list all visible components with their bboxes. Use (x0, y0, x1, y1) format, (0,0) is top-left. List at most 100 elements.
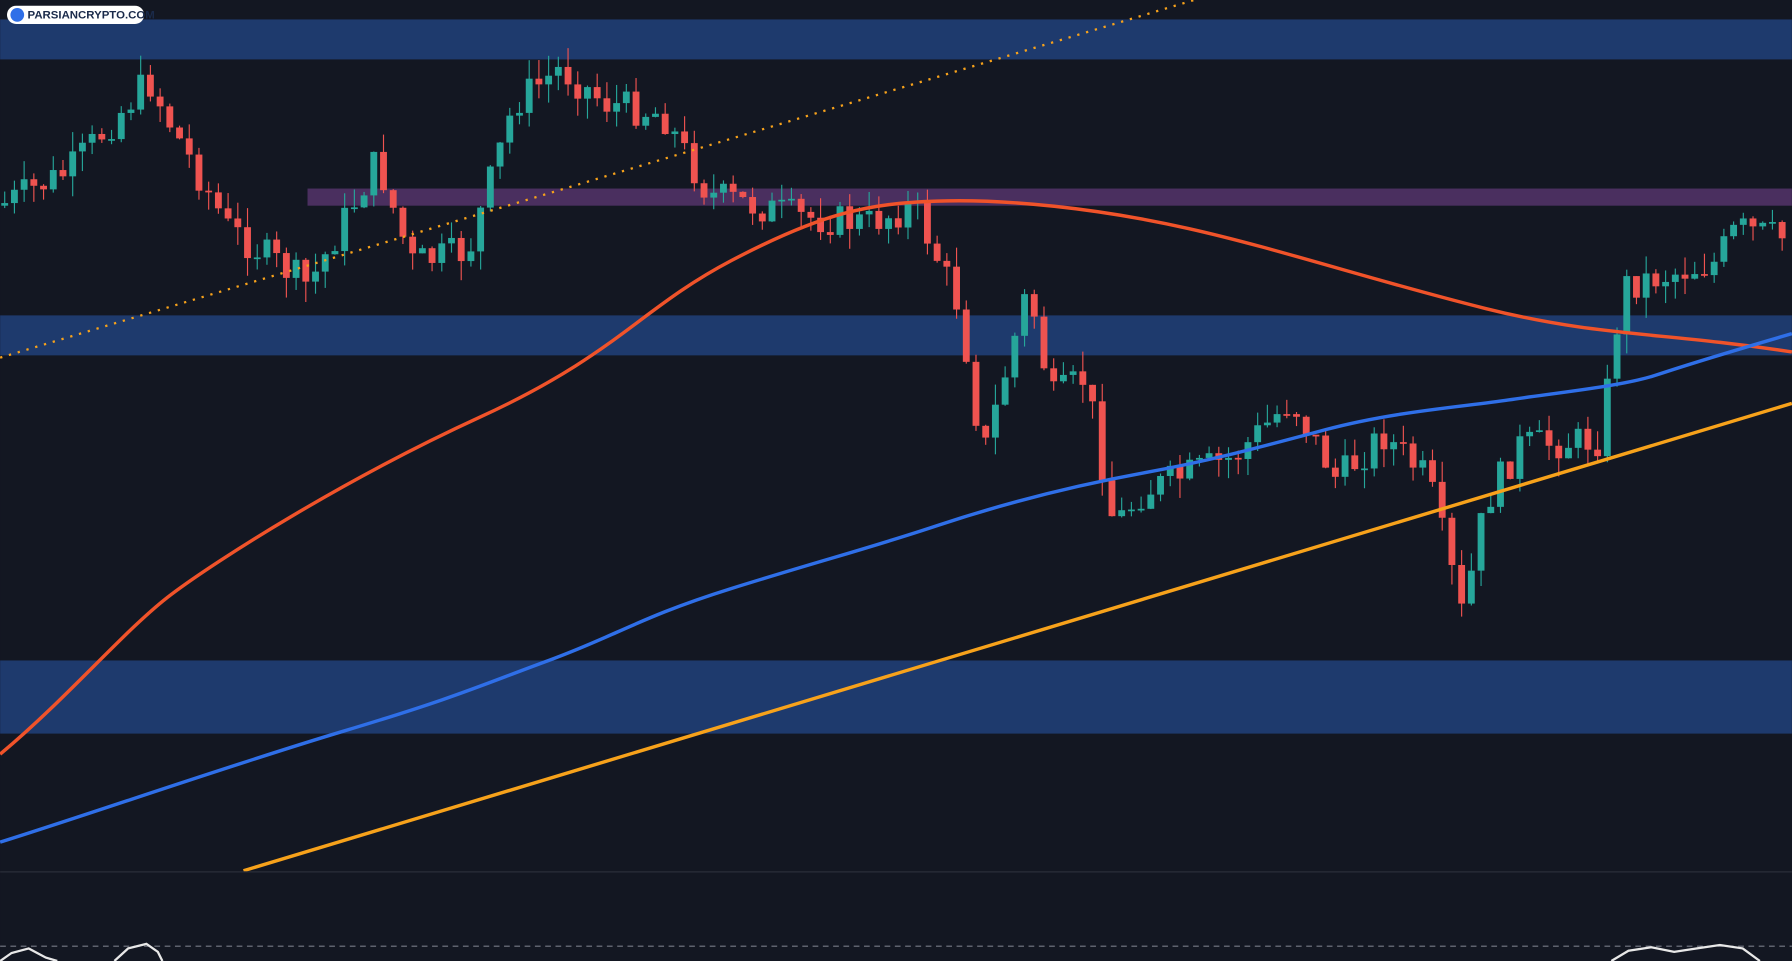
candle-body (185, 138, 193, 155)
candle-body (438, 243, 446, 263)
candle-body (652, 113, 659, 117)
candle-body (1730, 224, 1738, 237)
candle-body (797, 198, 805, 212)
candle-body (1506, 461, 1514, 479)
candle-body (78, 142, 86, 152)
candle-body (253, 257, 261, 260)
candle-body (224, 208, 232, 219)
moving-average (0, 199, 1792, 756)
candle-body (88, 133, 96, 143)
candle-body (1351, 455, 1359, 470)
candle-body (98, 133, 106, 140)
candle-body (826, 232, 834, 235)
candle-body (205, 190, 213, 193)
candle-body (1205, 453, 1213, 458)
candle-body (380, 151, 387, 191)
candle-body (1535, 430, 1543, 433)
candle-body (1176, 465, 1184, 479)
candle-body (1769, 222, 1776, 224)
candle-body (312, 271, 319, 282)
candle-body (1477, 513, 1485, 571)
candle-body (1380, 433, 1388, 450)
candle-body (1778, 222, 1786, 239)
candle-body (962, 309, 970, 362)
candle-body (768, 200, 776, 222)
zone (307, 188, 1792, 206)
candle-body (1594, 449, 1602, 457)
candle-body (1283, 414, 1291, 416)
candle-body (146, 74, 154, 97)
candle-body (700, 183, 708, 198)
candle-body (30, 179, 38, 186)
candle-body (1633, 276, 1640, 298)
candle-body (59, 170, 67, 177)
candle-body (20, 179, 28, 190)
candle-body (321, 254, 329, 272)
trend-line-dotted (0, 0, 1195, 359)
candle-body (1516, 436, 1524, 479)
candle-body (399, 207, 407, 237)
watermark: PARSIANCRYPTO.COM (6, 5, 155, 24)
candle-body (1234, 457, 1242, 460)
candle-body (1497, 461, 1504, 507)
candle-body (1701, 274, 1708, 276)
candle-body (1565, 447, 1572, 459)
candle-body (214, 192, 222, 209)
candle-body (1467, 570, 1475, 604)
candle-body (457, 237, 465, 262)
candle-body (69, 151, 77, 177)
candle-body (933, 243, 941, 261)
candle-body (331, 251, 339, 255)
candle-body (1118, 510, 1126, 517)
candle-body (389, 190, 397, 208)
candle-body (486, 166, 494, 208)
candle-body (836, 206, 844, 235)
candle-body (1030, 294, 1038, 317)
candle-body (1127, 509, 1135, 512)
candle-body (1662, 281, 1670, 287)
candle-body (127, 109, 135, 113)
candle-body (1361, 468, 1368, 471)
candle-body (1720, 236, 1728, 262)
candle-body (1613, 334, 1621, 379)
candle-body (1001, 377, 1009, 405)
candle-body (535, 78, 543, 85)
candle-body (923, 200, 931, 244)
watermark-text: PARSIANCRYPTO.COM (28, 9, 155, 21)
candle-body (137, 74, 145, 110)
candle-body (1623, 276, 1631, 335)
candle-body (972, 361, 980, 426)
candle-body (263, 239, 271, 258)
candle-body (865, 210, 873, 215)
candle-body (195, 154, 203, 191)
candle-body (1652, 273, 1660, 287)
candle-body (545, 75, 553, 85)
candle-body (418, 248, 426, 254)
candle-body (1458, 564, 1466, 604)
candle-body (244, 227, 251, 259)
candle-body (234, 218, 242, 228)
candle-body (467, 251, 475, 262)
candle-body (1157, 475, 1164, 495)
candle-body (632, 91, 640, 126)
candle-body (1166, 465, 1174, 476)
indicator-line (0, 942, 164, 961)
candle-body (448, 237, 455, 244)
candle-body (982, 425, 990, 438)
candle-body (885, 218, 893, 229)
candle-body (1584, 428, 1592, 450)
zone (0, 315, 1792, 356)
candle-body (1681, 274, 1689, 279)
candle-body (788, 198, 795, 201)
candle-body (1263, 422, 1271, 426)
candle-body (1438, 481, 1446, 518)
candle-body (1322, 435, 1330, 468)
candle-body (554, 66, 562, 76)
candle-body (875, 210, 883, 229)
candle-body (1293, 414, 1300, 417)
candle-body (1390, 442, 1398, 450)
watermark-badge (6, 5, 145, 24)
